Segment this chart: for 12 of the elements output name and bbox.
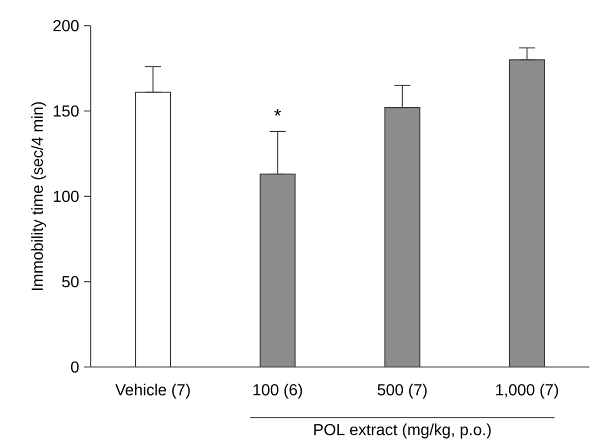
y-axis-title: Immobility time (sec/4 min) (31, 102, 46, 290)
annotation: * (274, 109, 282, 116)
y-tick-label: 100 (54, 190, 79, 202)
x-tick-label: 1,000 (7) (496, 384, 558, 399)
y-tick-label: 150 (54, 105, 79, 117)
x-tick-label: Vehicle (7) (115, 384, 190, 399)
y-tick-label: 0 (71, 361, 79, 373)
y-tick-label: 50 (62, 276, 79, 288)
y-tick-label: 200 (53, 20, 79, 32)
x-tick-label: 100 (6) (254, 384, 302, 399)
x-tick-label: 500 (7) (378, 384, 427, 399)
x-axis-title: POL extract (mg/kg, p.o.) (314, 424, 491, 438)
